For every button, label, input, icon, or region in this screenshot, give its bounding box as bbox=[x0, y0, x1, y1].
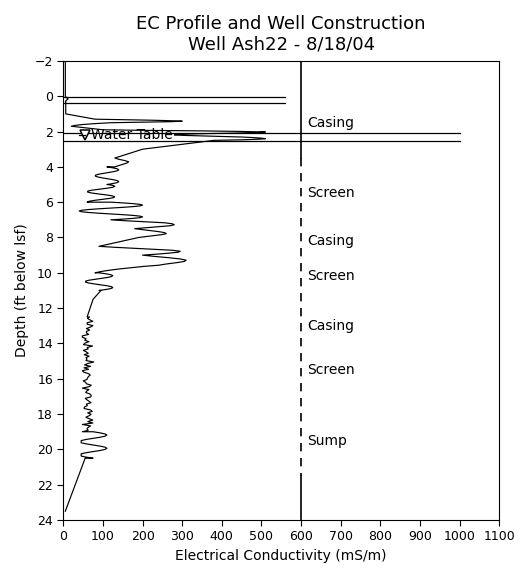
Y-axis label: Depth (ft below lsf): Depth (ft below lsf) bbox=[15, 224, 29, 357]
Text: Screen: Screen bbox=[307, 269, 355, 283]
Text: Casing: Casing bbox=[307, 116, 354, 129]
Text: Casing: Casing bbox=[307, 234, 354, 248]
Text: Sump: Sump bbox=[307, 434, 347, 447]
Title: EC Profile and Well Construction
Well Ash22 - 8/18/04: EC Profile and Well Construction Well As… bbox=[137, 15, 426, 54]
Text: Screen: Screen bbox=[307, 186, 355, 201]
Text: Water Table: Water Table bbox=[91, 128, 173, 142]
Text: Casing: Casing bbox=[307, 319, 354, 333]
Text: Screen: Screen bbox=[307, 363, 355, 377]
X-axis label: Electrical Conductivity (mS/m): Electrical Conductivity (mS/m) bbox=[175, 549, 387, 563]
